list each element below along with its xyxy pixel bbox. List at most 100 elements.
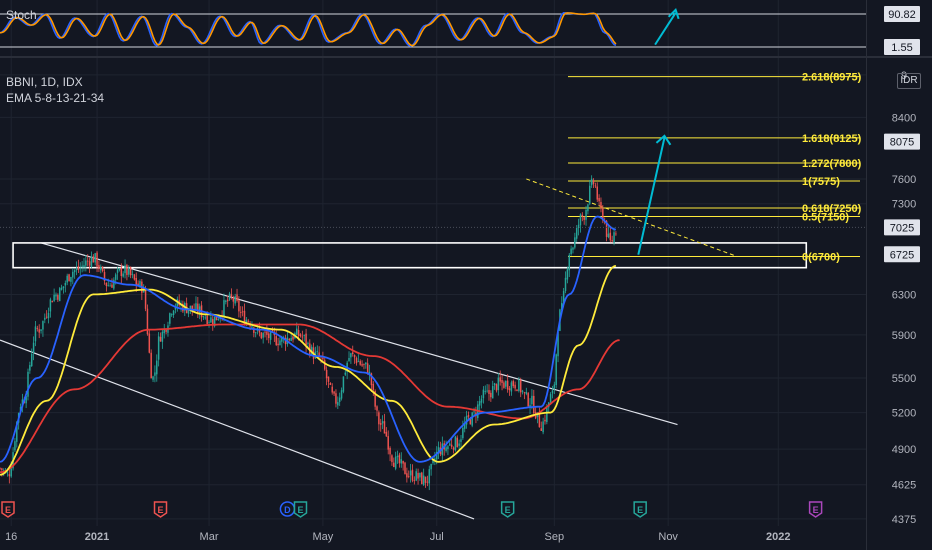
candle-body <box>58 288 61 302</box>
candle-body <box>424 476 427 483</box>
candle-body <box>55 294 57 297</box>
event-marker[interactable]: E <box>293 501 308 518</box>
currency-badge[interactable]: IDR <box>897 73 921 89</box>
candle-body <box>422 475 425 485</box>
candle-body <box>165 329 167 332</box>
candle-body <box>611 240 613 242</box>
event-marker-letter: E <box>297 505 303 515</box>
ema-slow-line <box>0 323 620 474</box>
candle-body <box>163 328 165 334</box>
candle-body <box>42 321 44 330</box>
candle-body <box>236 294 238 302</box>
event-marker[interactable]: E <box>153 501 168 518</box>
candle-body <box>393 462 395 468</box>
candle-body <box>234 296 236 304</box>
time-axis: 16 2021 Mar May Jul Sep Nov 2022 <box>5 531 790 543</box>
candle-body <box>45 316 48 318</box>
candle-body <box>449 443 451 446</box>
event-marker[interactable]: E <box>500 501 515 518</box>
candle-body <box>546 406 548 422</box>
candle-body <box>518 379 520 391</box>
candle-body <box>574 237 576 248</box>
candle-body <box>241 311 244 313</box>
candle-body <box>73 270 76 273</box>
candle-body <box>506 380 509 390</box>
event-marker[interactable]: D <box>279 501 296 517</box>
price-axis-label: 4625 <box>892 480 916 492</box>
earnings-icon <box>153 501 168 518</box>
candle-body <box>135 277 137 285</box>
candle-body <box>572 247 574 250</box>
candle-body <box>182 303 184 312</box>
candle-body <box>1 468 3 471</box>
candle-body <box>279 340 281 345</box>
candle-body <box>331 386 333 393</box>
candle-body <box>32 342 35 353</box>
candle-body <box>366 363 369 374</box>
candle-body <box>378 412 380 425</box>
event-marker[interactable]: E <box>1 501 15 518</box>
candle-body <box>454 436 457 451</box>
candle-body <box>316 351 319 353</box>
candle-body <box>359 361 361 365</box>
candle-body <box>495 384 498 391</box>
candle-body <box>437 447 440 454</box>
candle-body <box>385 431 388 437</box>
candle-body <box>98 264 100 270</box>
candle-body <box>585 209 587 220</box>
candle-body <box>562 291 565 305</box>
candle-body <box>240 312 242 313</box>
candle-body <box>501 379 503 383</box>
candle-body <box>325 369 328 379</box>
price-axis-label: 5200 <box>892 408 916 420</box>
candle-body <box>551 390 554 394</box>
earnings-icon <box>808 501 823 518</box>
candle-body <box>14 441 16 451</box>
candle-body <box>592 180 595 185</box>
candle-body <box>402 460 404 464</box>
candle-body <box>609 232 612 241</box>
candle-body <box>381 421 384 424</box>
candle-body <box>353 355 356 358</box>
candle-body <box>254 332 257 334</box>
candle-body <box>505 380 507 387</box>
support-zone-box <box>12 242 808 269</box>
candle-body <box>447 446 449 450</box>
candle-body <box>30 353 33 367</box>
candle-body <box>81 265 83 267</box>
candle-body <box>435 451 438 460</box>
candle-body <box>544 419 546 422</box>
candle-body <box>161 331 164 342</box>
price-badge <box>884 133 920 150</box>
candle-body <box>29 365 31 371</box>
candle-body <box>351 352 354 355</box>
candle-body <box>456 437 459 448</box>
candle-body <box>553 384 556 389</box>
price-badge-text: 8075 <box>890 137 914 149</box>
candle-body <box>228 293 231 300</box>
candle-body <box>215 314 218 321</box>
candle-body <box>36 328 39 329</box>
event-marker[interactable]: E <box>808 501 823 518</box>
candle-body <box>512 380 515 387</box>
event-marker-letter: E <box>813 505 819 515</box>
price-badge-text: 7025 <box>890 222 914 234</box>
candle-body <box>208 321 210 323</box>
candle-body <box>415 471 417 481</box>
event-marker[interactable]: E <box>633 501 647 518</box>
event-marker-letter: E <box>505 505 511 515</box>
price-axis-label: 9 <box>901 70 907 82</box>
candle-body <box>488 390 490 394</box>
candle-body <box>271 329 274 332</box>
candle-body <box>333 391 335 394</box>
candle-body <box>113 279 115 289</box>
candle-body <box>357 361 360 363</box>
candle-body <box>445 447 447 451</box>
candle-body <box>348 358 350 361</box>
candle-body <box>262 333 264 338</box>
candle-body <box>307 342 309 344</box>
candle-body <box>521 390 524 392</box>
candle-body <box>146 308 149 335</box>
